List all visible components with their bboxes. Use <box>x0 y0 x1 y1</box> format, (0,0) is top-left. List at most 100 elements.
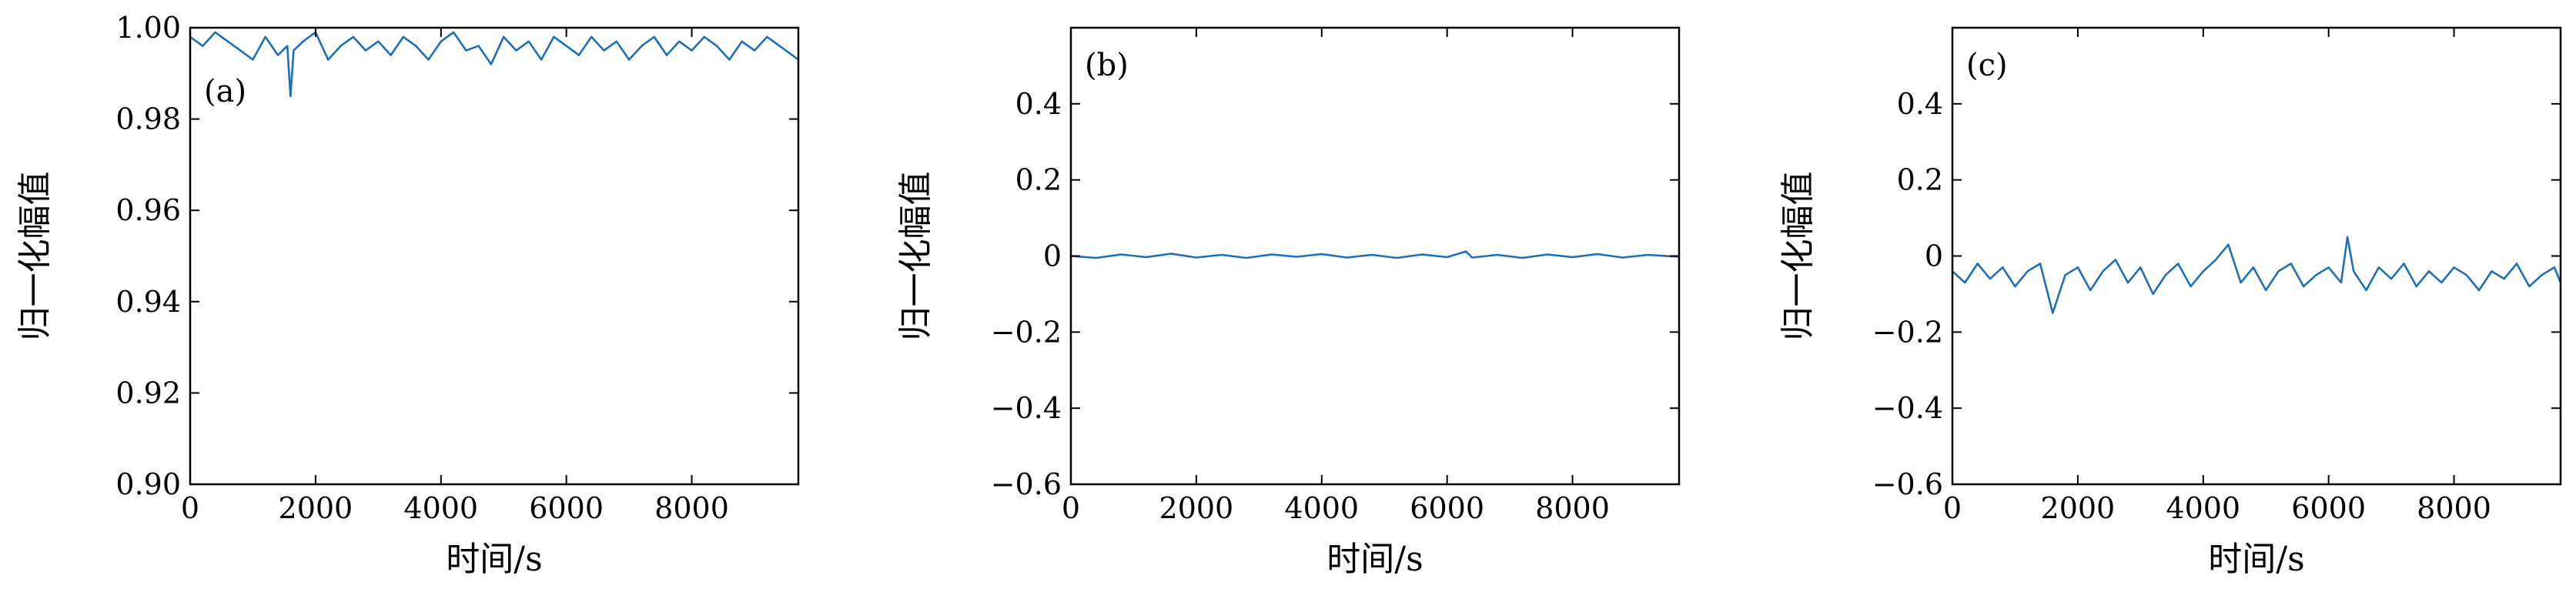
x-tick-label: 6000 <box>529 491 604 525</box>
data-point <box>264 36 266 38</box>
x-tick-label: 0 <box>1943 491 1962 525</box>
data-point <box>553 36 555 38</box>
data-point <box>302 41 304 42</box>
data-point <box>1220 254 1223 256</box>
data-point <box>754 49 755 52</box>
data-point <box>2453 266 2455 269</box>
data-point <box>515 49 517 52</box>
data-point <box>490 63 492 65</box>
data-point <box>403 36 404 38</box>
panel-a: 0 2000 4000 6000 8000 0.90 0.92 0.94 0.96 0.98 1.0… <box>15 11 800 579</box>
data-point <box>578 54 580 56</box>
data-point <box>2265 289 2267 291</box>
data-point <box>1547 253 1548 256</box>
data-point <box>2403 263 2405 265</box>
x-axis-label: 时间/s <box>446 540 542 579</box>
data-point <box>2127 282 2129 283</box>
y-tick-label: 0.98 <box>115 102 181 136</box>
x-tick-label: 2000 <box>1159 491 1234 525</box>
data-point <box>327 59 330 61</box>
data-point <box>2516 263 2517 265</box>
y-axis-label: 归一化幅值 <box>1778 172 1818 341</box>
data-point <box>239 49 242 52</box>
data-point <box>202 45 204 47</box>
data-point <box>214 32 216 33</box>
data-point <box>2378 266 2380 269</box>
panel-label: (c) <box>1966 48 2008 83</box>
y-tick-label: 0 <box>1043 239 1062 273</box>
data-point <box>2014 286 2016 287</box>
data-point <box>2441 282 2443 283</box>
data-point <box>540 59 542 61</box>
data-point <box>365 49 366 52</box>
data-point <box>1145 256 1147 258</box>
data-point <box>2478 289 2480 291</box>
data-point <box>1296 256 1297 258</box>
data-point <box>427 59 430 61</box>
data-point <box>503 36 504 38</box>
y-tick-label: 1.00 <box>115 11 181 45</box>
panel-c: 0 2000 4000 6000 8000 −0.6 −0.4 −0.2 0 0.2 0.4 (c) 时… <box>1778 26 2562 579</box>
data-point <box>2554 266 2555 269</box>
data-point <box>390 54 392 56</box>
x-axis-label: 时间/s <box>1326 540 1423 579</box>
y-tick-label: 0.4 <box>1897 87 1943 121</box>
series-line <box>189 31 799 98</box>
data-point <box>2115 259 2116 261</box>
y-tick-label: 0 <box>1925 239 1943 273</box>
data-point <box>2190 286 2192 287</box>
data-point <box>1170 253 1173 255</box>
data-point <box>728 59 731 61</box>
data-point <box>2353 270 2354 273</box>
data-point <box>2340 282 2342 283</box>
data-point <box>1521 257 1524 259</box>
data-point <box>2139 266 2142 269</box>
x-axis-label: 时间/s <box>2208 540 2304 579</box>
data-point <box>628 59 630 61</box>
x-tick-label: 8000 <box>1535 491 1610 525</box>
data-point <box>1270 253 1273 256</box>
data-point <box>1371 254 1373 256</box>
data-point <box>1497 254 1498 256</box>
data-point <box>1396 257 1398 259</box>
data-point <box>2002 266 2003 269</box>
data-point <box>2390 278 2392 279</box>
data-point <box>2227 243 2230 246</box>
data-point <box>1446 256 1448 258</box>
data-point <box>791 54 793 56</box>
panel-label: (b) <box>1085 48 1129 83</box>
x-tick-label: 2000 <box>279 491 353 525</box>
x-tick-label: 6000 <box>2291 491 2366 525</box>
data-point <box>377 41 380 42</box>
data-point <box>453 32 454 33</box>
data-point <box>2165 274 2166 276</box>
data-point <box>653 36 655 38</box>
data-point <box>565 45 567 47</box>
data-point <box>528 41 530 42</box>
data-point <box>1471 256 1473 259</box>
y-tick-label: 0.94 <box>115 285 181 319</box>
data-point <box>666 54 667 56</box>
data-point <box>641 45 643 47</box>
data-point <box>1120 253 1122 256</box>
x-tick-label: 2000 <box>2041 491 2116 525</box>
data-point <box>440 41 442 42</box>
data-point <box>778 45 781 47</box>
data-point <box>465 49 467 52</box>
data-point <box>2152 293 2154 295</box>
data-point <box>2102 270 2104 273</box>
y-tick-label: 0.4 <box>1015 87 1062 121</box>
data-point <box>2528 286 2531 287</box>
y-tick-label: 0.92 <box>115 376 181 410</box>
data-point <box>2064 274 2066 276</box>
data-point <box>2327 266 2330 269</box>
y-tick-label: −0.6 <box>1872 467 1943 501</box>
y-tick-label: 0.90 <box>115 467 181 501</box>
y-axis-label: 归一化幅值 <box>15 172 55 341</box>
y-tick-label: −0.2 <box>991 315 1062 349</box>
data-point <box>2203 270 2204 273</box>
data-point <box>1095 257 1097 259</box>
data-point <box>227 41 229 42</box>
data-point <box>2290 263 2292 265</box>
data-point <box>415 45 417 47</box>
